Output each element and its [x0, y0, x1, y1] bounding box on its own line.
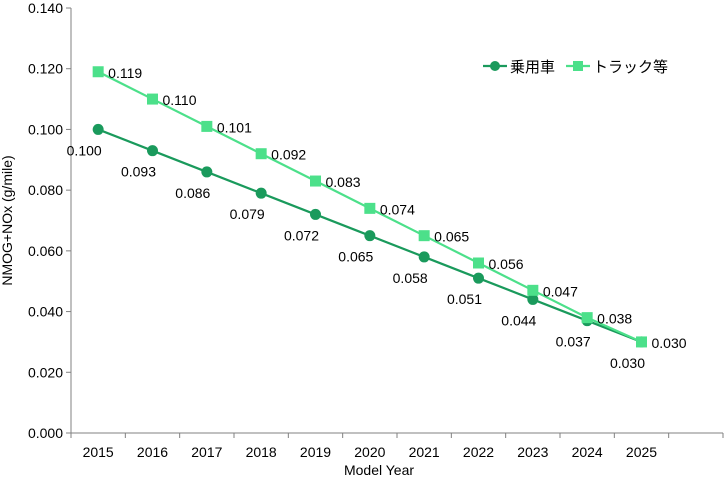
y-tick-label: 0.060 — [28, 243, 63, 259]
data-point — [418, 230, 430, 242]
x-tick-label: 2023 — [517, 444, 548, 460]
data-label: 0.086 — [175, 185, 210, 201]
legend-marker — [490, 61, 500, 71]
data-point — [255, 187, 267, 199]
data-label: 0.079 — [230, 206, 265, 222]
x-tick-label: 2021 — [409, 444, 440, 460]
data-label: 0.044 — [501, 312, 536, 328]
x-tick-label: 2024 — [572, 444, 603, 460]
x-axis-title: Model Year — [344, 462, 414, 478]
x-tick-label: 2017 — [191, 444, 222, 460]
data-label: 0.056 — [489, 256, 524, 272]
x-tick-label: 2016 — [137, 444, 168, 460]
data-label: 0.065 — [434, 229, 469, 245]
data-label: 0.030 — [610, 355, 645, 371]
data-point — [473, 257, 484, 269]
x-axis-ticks: 2015 2016 2017 2018 2019 2020 2021 2022 2023 2024… — [70, 433, 724, 460]
data-point — [92, 123, 104, 135]
data-label: 0.093 — [121, 164, 156, 180]
x-tick-label: 2018 — [246, 444, 277, 460]
chart-series — [92, 66, 647, 348]
data-point — [636, 336, 647, 348]
data-label: 0.092 — [271, 147, 306, 163]
data-label: 0.119 — [108, 65, 142, 81]
y-tick-label: 0.040 — [28, 304, 63, 320]
data-point — [364, 230, 376, 242]
data-point — [255, 148, 267, 160]
data-label: 0.058 — [393, 270, 428, 286]
y-tick-label: 0.120 — [28, 61, 63, 77]
legend-label: トラック等 — [593, 58, 668, 76]
x-tick-label: 2019 — [300, 444, 331, 460]
y-tick-label: 0.100 — [28, 121, 63, 137]
data-point — [581, 312, 593, 324]
x-tick-label: 2025 — [626, 444, 657, 460]
x-tick-label: 2020 — [354, 444, 385, 460]
y-axis-ticks: 0.000 0.020 0.040 0.060 0.080 0.100 0.120 0.140 — [28, 0, 71, 441]
data-point — [527, 293, 539, 305]
data-label: 0.030 — [652, 335, 687, 351]
data-point — [473, 272, 484, 284]
x-tick-label: 2022 — [463, 444, 494, 460]
data-label: 0.110 — [163, 92, 197, 108]
data-point — [147, 93, 158, 105]
data-label: 0.083 — [326, 174, 361, 190]
y-tick-label: 0.000 — [28, 425, 63, 441]
data-point — [201, 120, 213, 132]
data-point — [201, 166, 213, 178]
data-labels: 0.100 0.093 0.086 0.079 0.072 0.065 0.058 0.051… — [67, 65, 687, 371]
data-point — [527, 284, 539, 296]
legend-marker — [573, 61, 583, 71]
legend-label: 乗用車 — [510, 59, 555, 76]
data-label: 0.037 — [556, 334, 591, 350]
y-tick-label: 0.140 — [28, 0, 63, 16]
x-tick-label: 2015 — [83, 444, 114, 460]
data-point — [147, 145, 158, 157]
data-point — [310, 175, 321, 187]
data-label: 0.101 — [217, 119, 252, 135]
data-label: 0.047 — [543, 283, 578, 299]
data-label: 0.065 — [338, 249, 373, 265]
data-point — [310, 208, 321, 220]
data-point — [92, 66, 104, 78]
data-label: 0.072 — [284, 227, 319, 243]
y-tick-label: 0.020 — [28, 364, 63, 380]
data-point — [364, 202, 376, 214]
data-label: 0.100 — [67, 142, 102, 158]
chart-legend: 乗用車 トラック等 — [483, 58, 668, 76]
data-label: 0.038 — [597, 311, 632, 327]
data-point — [418, 251, 430, 263]
data-label: 0.051 — [447, 291, 482, 307]
y-axis-title: NMOG+NOx (g/mile) — [0, 155, 15, 285]
data-label: 0.074 — [380, 201, 415, 217]
y-tick-label: 0.080 — [28, 182, 63, 198]
